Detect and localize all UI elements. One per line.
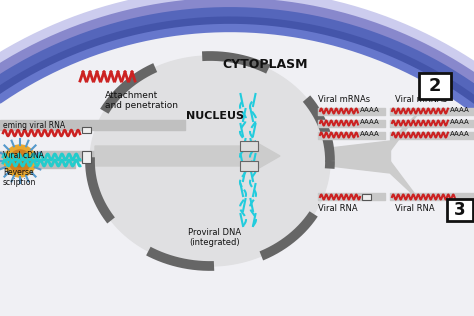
Text: Viral RNA: Viral RNA [318,204,357,213]
Bar [82,151,91,163]
Polygon shape [0,16,474,316]
Text: AAAA: AAAA [360,119,380,125]
Text: CYTOPLASM: CYTOPLASM [222,58,308,70]
Text: NUCLEUS: NUCLEUS [186,111,244,121]
Polygon shape [330,111,420,151]
Bar [82,127,91,133]
Text: eming viral RNA: eming viral RNA [3,120,65,130]
Circle shape [14,155,26,167]
Text: 2: 2 [429,77,441,95]
FancyBboxPatch shape [419,73,451,99]
Bar [240,161,258,171]
Text: AAAA: AAAA [360,107,380,113]
FancyArrow shape [330,148,390,164]
Text: Reverse
scription: Reverse scription [3,168,36,187]
Text: Viral RNA: Viral RNA [395,204,435,213]
Text: AAAA: AAAA [450,107,470,113]
Circle shape [4,145,36,177]
Text: Viral mRNAs: Viral mRNAs [395,95,447,104]
FancyArrow shape [95,140,280,172]
Polygon shape [330,161,420,201]
Text: AAAA: AAAA [450,119,470,125]
Text: 3: 3 [454,201,466,219]
FancyBboxPatch shape [447,199,473,221]
Text: AAAA: AAAA [450,131,470,137]
Text: AAAA: AAAA [360,131,380,137]
Text: Proviral DNA
(integrated): Proviral DNA (integrated) [189,228,242,247]
Bar [240,141,258,151]
Bar [362,194,371,200]
Text: Viral cDNA: Viral cDNA [3,151,44,161]
Text: Attachment
and penetration: Attachment and penetration [105,91,178,110]
Polygon shape [90,56,330,266]
Text: Viral mRNAs: Viral mRNAs [318,95,370,104]
Circle shape [9,150,31,172]
